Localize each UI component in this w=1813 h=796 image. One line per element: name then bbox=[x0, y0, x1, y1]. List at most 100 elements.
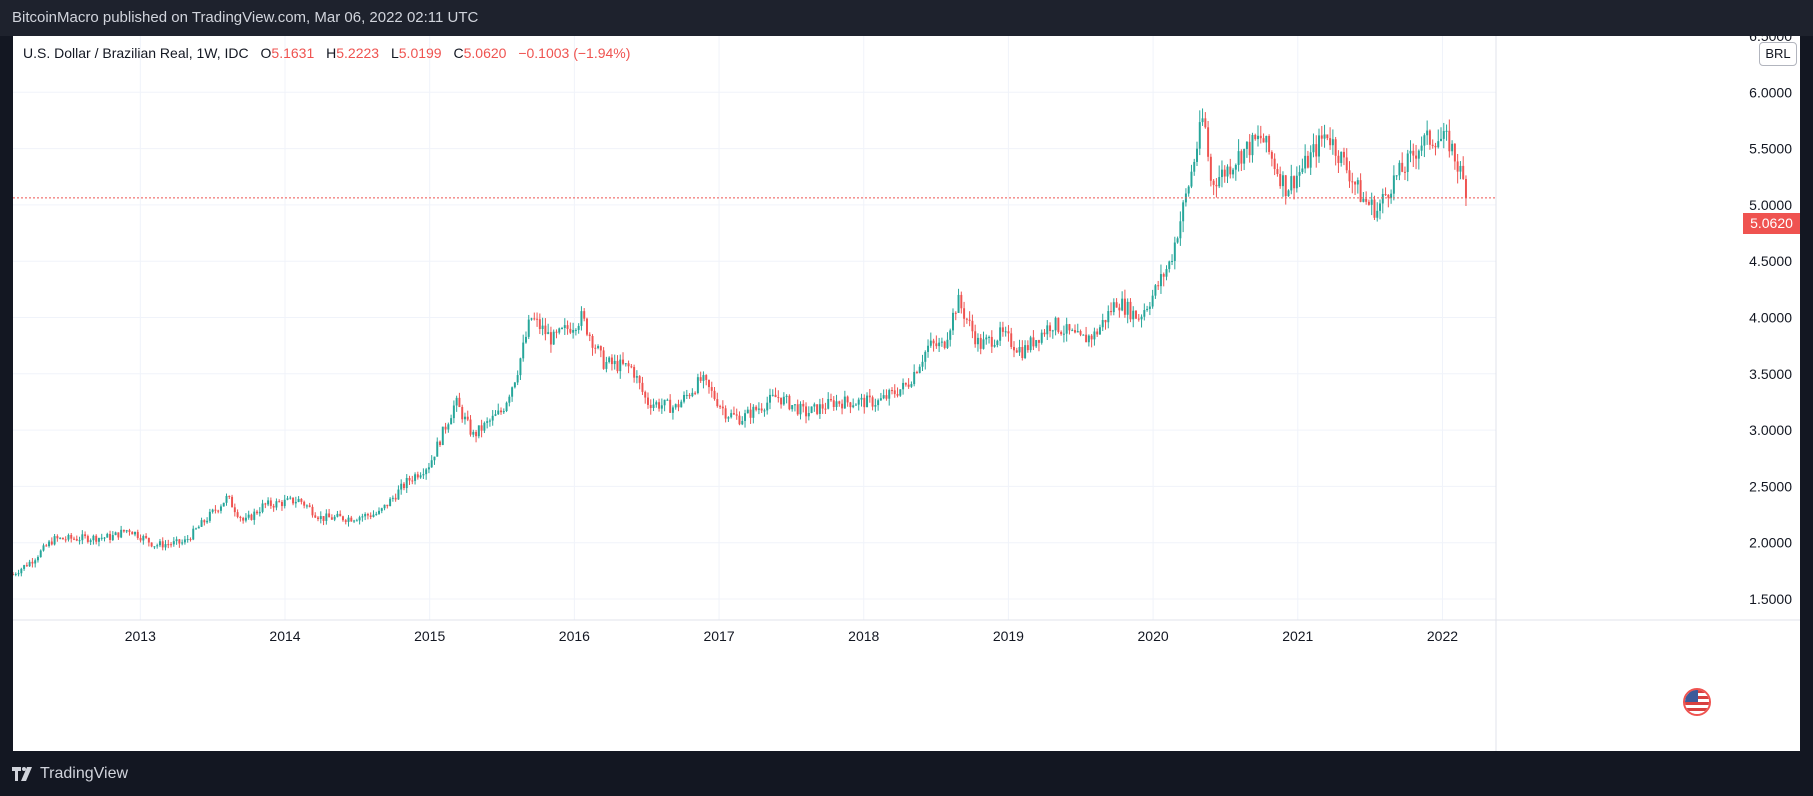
low-value: 5.0199 bbox=[398, 45, 442, 61]
currency-badge[interactable]: BRL bbox=[1759, 42, 1797, 66]
candle-body bbox=[832, 400, 835, 408]
candle-body bbox=[533, 318, 536, 320]
candle bbox=[1173, 236, 1176, 270]
candle bbox=[1154, 283, 1157, 299]
candle-body bbox=[167, 544, 170, 546]
candle-body bbox=[114, 532, 117, 536]
candle-body bbox=[1434, 145, 1437, 148]
candle bbox=[954, 311, 957, 321]
candle bbox=[555, 329, 558, 339]
candle-body bbox=[1093, 331, 1096, 340]
candle-body bbox=[1176, 238, 1179, 243]
candle-body bbox=[821, 404, 824, 409]
candle bbox=[1190, 164, 1193, 189]
candle bbox=[1440, 127, 1442, 142]
candle bbox=[1193, 158, 1196, 176]
candle bbox=[1268, 134, 1271, 155]
candle-body bbox=[868, 395, 871, 398]
candle-body bbox=[203, 520, 206, 523]
candle bbox=[328, 508, 331, 518]
candle-body bbox=[785, 395, 788, 397]
candle bbox=[430, 455, 433, 468]
candle bbox=[386, 504, 389, 509]
candle-body bbox=[408, 477, 411, 481]
candle bbox=[827, 392, 830, 410]
candle-body bbox=[1096, 331, 1099, 335]
candle-body bbox=[807, 412, 810, 417]
candle-body bbox=[100, 537, 103, 539]
candle-body bbox=[721, 406, 724, 409]
candle-body bbox=[1464, 178, 1467, 198]
candle bbox=[106, 532, 109, 538]
candle-body bbox=[1351, 181, 1354, 183]
candle-body bbox=[993, 344, 996, 347]
y-tick-label: 3.0000 bbox=[1749, 422, 1792, 438]
tradingview-brand[interactable]: TradingView bbox=[12, 765, 128, 783]
candle bbox=[1243, 148, 1246, 171]
candle-body bbox=[830, 399, 832, 401]
candle-body bbox=[1337, 155, 1340, 163]
candle bbox=[347, 515, 350, 527]
candle-body bbox=[846, 396, 849, 403]
candle bbox=[394, 493, 397, 502]
candle-body bbox=[591, 335, 594, 348]
candle-body bbox=[128, 530, 131, 532]
candle-body bbox=[530, 318, 533, 320]
candle-body bbox=[561, 328, 564, 330]
candle bbox=[200, 517, 203, 528]
candle-body bbox=[1412, 150, 1415, 156]
price-chart[interactable]: 1.5000 2.0000 2.5000 3.0000 3.5000 4.0000 4.50… bbox=[13, 36, 1800, 751]
candle-body bbox=[111, 535, 114, 540]
candle bbox=[1359, 173, 1362, 203]
publish-header: BitcoinMacro published on TradingView.co… bbox=[0, 0, 1813, 36]
candle-body bbox=[142, 536, 145, 541]
candle-body bbox=[400, 483, 403, 490]
candle bbox=[788, 394, 791, 411]
candle bbox=[469, 415, 472, 437]
candle-body bbox=[81, 534, 84, 541]
candle-body bbox=[358, 517, 361, 521]
us-flag-icon[interactable] bbox=[1683, 688, 1711, 716]
candle-body bbox=[968, 319, 971, 321]
candle bbox=[749, 403, 752, 424]
candle-body bbox=[1367, 201, 1370, 205]
candle bbox=[211, 508, 214, 514]
candle bbox=[1007, 325, 1010, 342]
candle-body bbox=[231, 496, 234, 508]
candle bbox=[145, 533, 148, 540]
candle-body bbox=[882, 395, 885, 399]
candle bbox=[1207, 121, 1210, 162]
candle-body bbox=[1132, 310, 1135, 320]
x-tick-label: 2013 bbox=[125, 628, 156, 644]
candle bbox=[214, 505, 217, 514]
candle-body bbox=[860, 397, 863, 400]
candle bbox=[56, 534, 59, 542]
candle bbox=[533, 312, 536, 321]
candle-body bbox=[275, 501, 278, 508]
candle-body bbox=[707, 379, 710, 388]
candle bbox=[53, 533, 56, 546]
chart-panel[interactable]: 1.5000 2.0000 2.5000 3.0000 3.5000 4.0000 4.50… bbox=[13, 36, 1800, 751]
candle-body bbox=[311, 506, 314, 516]
candle bbox=[1229, 158, 1232, 179]
candle bbox=[569, 322, 572, 335]
candle-body bbox=[824, 408, 827, 410]
candle bbox=[644, 390, 647, 404]
candle bbox=[963, 301, 966, 328]
candle-body bbox=[386, 504, 389, 507]
candle bbox=[1379, 199, 1381, 220]
candle-body bbox=[683, 394, 686, 402]
candle-body bbox=[857, 399, 860, 405]
candle bbox=[1420, 136, 1423, 157]
candle-body bbox=[1426, 130, 1429, 136]
candle bbox=[741, 416, 744, 426]
candle bbox=[311, 504, 314, 518]
candle-body bbox=[594, 347, 597, 349]
candle bbox=[735, 408, 738, 420]
candle-body bbox=[70, 534, 73, 539]
published-by-text: BitcoinMacro published on TradingView.co… bbox=[12, 9, 479, 26]
candle-body bbox=[622, 359, 625, 364]
candle-body bbox=[1451, 143, 1454, 152]
candle-body bbox=[777, 397, 780, 399]
candle-body bbox=[780, 397, 783, 405]
